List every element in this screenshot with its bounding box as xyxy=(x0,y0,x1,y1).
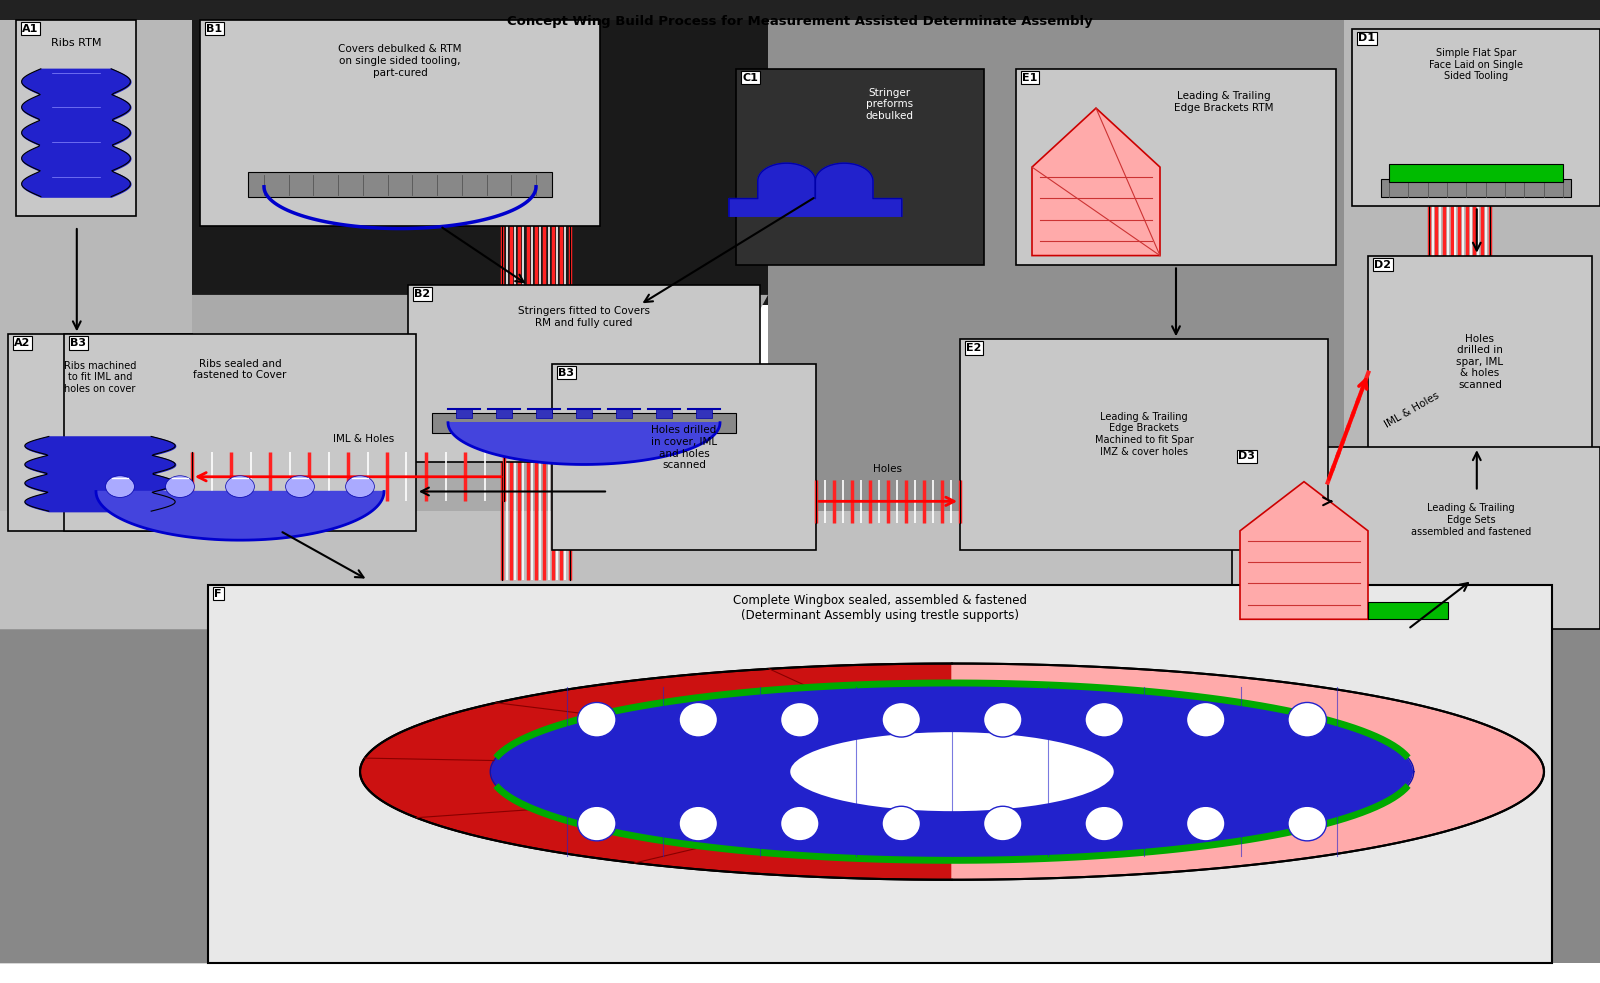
Polygon shape xyxy=(490,683,1414,860)
Bar xyxy=(1232,447,1600,629)
Text: Ribs RTM: Ribs RTM xyxy=(51,38,101,48)
Text: Concept Wing Build Process for Measurement Assisted Determinate Assembly: Concept Wing Build Process for Measureme… xyxy=(507,15,1093,28)
Bar xyxy=(1016,69,1336,265)
Ellipse shape xyxy=(984,806,1022,840)
Text: C1: C1 xyxy=(742,73,758,83)
Text: Leading & Trailing
Edge Brackets RTM: Leading & Trailing Edge Brackets RTM xyxy=(1174,91,1274,113)
Ellipse shape xyxy=(1187,703,1226,737)
Bar xyxy=(456,408,472,418)
Polygon shape xyxy=(360,664,1544,880)
Ellipse shape xyxy=(165,476,194,497)
Bar xyxy=(8,334,192,531)
Polygon shape xyxy=(0,629,432,963)
Ellipse shape xyxy=(285,476,314,497)
Text: A1: A1 xyxy=(22,24,38,33)
Ellipse shape xyxy=(578,806,616,840)
Polygon shape xyxy=(192,295,768,590)
Text: IML & Holes: IML & Holes xyxy=(1382,390,1442,430)
Text: Stringers fitted to Covers
RM and fully cured: Stringers fitted to Covers RM and fully … xyxy=(518,306,650,327)
Polygon shape xyxy=(96,492,384,540)
Bar xyxy=(1368,602,1448,619)
Text: Complete Wingbox sealed, assembled & fastened
(Determinant Assembly using trestl: Complete Wingbox sealed, assembled & fas… xyxy=(733,594,1027,621)
Ellipse shape xyxy=(984,703,1022,737)
Polygon shape xyxy=(360,664,952,880)
Text: B1: B1 xyxy=(206,24,222,33)
Ellipse shape xyxy=(882,806,920,840)
Ellipse shape xyxy=(789,731,1115,812)
Polygon shape xyxy=(0,20,192,590)
Bar xyxy=(208,585,1552,963)
Text: Leading & Trailing
Edge Sets
assembled and fastened: Leading & Trailing Edge Sets assembled a… xyxy=(1411,503,1531,537)
Ellipse shape xyxy=(1288,806,1326,840)
Text: E2: E2 xyxy=(966,343,982,353)
Bar xyxy=(1381,179,1571,197)
Bar xyxy=(0,0,1600,49)
Bar xyxy=(960,339,1328,550)
Text: Ribs sealed and
fastened to Cover: Ribs sealed and fastened to Cover xyxy=(194,359,286,380)
Polygon shape xyxy=(1344,629,1600,963)
Text: Ribs machined
to fit IML and
holes on cover: Ribs machined to fit IML and holes on co… xyxy=(64,361,136,394)
Text: Leading & Trailing
Edge Brackets
Machined to fit Spar
IMZ & cover holes: Leading & Trailing Edge Brackets Machine… xyxy=(1094,412,1194,457)
Text: D2: D2 xyxy=(1374,260,1392,269)
Ellipse shape xyxy=(781,703,819,737)
Bar xyxy=(248,172,552,197)
Bar xyxy=(432,413,736,433)
Ellipse shape xyxy=(678,806,717,840)
Text: Holes drilled
in cover, IML
and holes
scanned: Holes drilled in cover, IML and holes sc… xyxy=(651,426,717,470)
Text: Covers debulked & RTM
on single sided tooling,
part-cured: Covers debulked & RTM on single sided to… xyxy=(338,44,462,78)
Bar xyxy=(16,20,136,216)
Polygon shape xyxy=(768,20,1344,590)
Ellipse shape xyxy=(346,476,374,497)
Polygon shape xyxy=(1240,482,1368,619)
Text: Holes: Holes xyxy=(874,464,902,474)
Bar xyxy=(1352,29,1600,206)
Ellipse shape xyxy=(1085,703,1123,737)
Ellipse shape xyxy=(882,703,920,737)
Polygon shape xyxy=(192,20,768,305)
Bar xyxy=(0,590,1600,629)
Polygon shape xyxy=(952,664,1544,880)
Text: B2: B2 xyxy=(414,289,430,299)
Bar xyxy=(536,408,552,418)
Polygon shape xyxy=(0,590,1600,629)
Ellipse shape xyxy=(226,476,254,497)
Ellipse shape xyxy=(781,806,819,840)
Bar xyxy=(696,408,712,418)
Text: B3: B3 xyxy=(70,338,86,348)
Bar xyxy=(1389,164,1563,182)
Polygon shape xyxy=(1032,108,1160,256)
Bar xyxy=(736,69,984,265)
Text: D1: D1 xyxy=(1358,33,1376,43)
Text: D3: D3 xyxy=(1238,451,1256,461)
Bar xyxy=(200,20,600,226)
Polygon shape xyxy=(1344,20,1600,590)
Text: F: F xyxy=(214,589,222,599)
Text: Stringer
preforms
debulked: Stringer preforms debulked xyxy=(866,87,914,121)
Ellipse shape xyxy=(578,703,616,737)
Text: A2: A2 xyxy=(14,338,30,348)
Text: Holes
drilled in
spar, IML
& holes
scanned: Holes drilled in spar, IML & holes scann… xyxy=(1456,333,1504,390)
Polygon shape xyxy=(730,163,902,216)
Bar xyxy=(496,408,512,418)
Bar xyxy=(576,408,592,418)
Ellipse shape xyxy=(678,703,717,737)
Bar xyxy=(656,408,672,418)
Bar xyxy=(64,334,416,531)
Ellipse shape xyxy=(1187,806,1226,840)
Bar xyxy=(552,364,816,550)
Ellipse shape xyxy=(1085,806,1123,840)
Bar xyxy=(0,511,1600,629)
Ellipse shape xyxy=(106,476,134,497)
Text: E1: E1 xyxy=(1022,73,1038,83)
Text: Simple Flat Spar
Face Laid on Single
Sided Tooling: Simple Flat Spar Face Laid on Single Sid… xyxy=(1429,48,1523,82)
Ellipse shape xyxy=(1288,703,1326,737)
Bar xyxy=(1368,256,1592,492)
Polygon shape xyxy=(448,423,720,464)
Bar xyxy=(408,285,760,462)
Bar xyxy=(616,408,632,418)
Text: IML & Holes: IML & Holes xyxy=(333,434,395,444)
Text: B3: B3 xyxy=(558,368,574,377)
